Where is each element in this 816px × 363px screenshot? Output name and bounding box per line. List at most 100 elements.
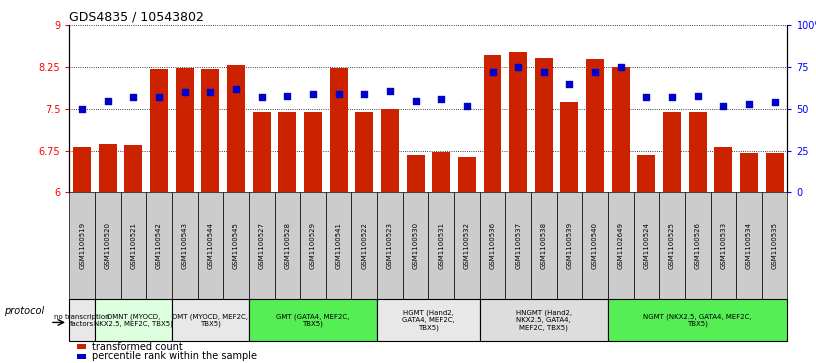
Text: GSM1100544: GSM1100544 [207, 223, 214, 269]
Bar [125, 145, 143, 192]
Bar [714, 147, 732, 192]
Text: DMT (MYOCD, MEF2C,
TBX5): DMT (MYOCD, MEF2C, TBX5) [172, 313, 248, 327]
Bar [172, 192, 197, 299]
Text: GSM1100541: GSM1100541 [335, 223, 342, 269]
Bar [278, 112, 296, 192]
Point [537, 69, 550, 75]
Text: NGMT (NKX2.5, GATA4, MEF2C,
TBX5): NGMT (NKX2.5, GATA4, MEF2C, TBX5) [643, 313, 752, 327]
Bar [224, 192, 249, 299]
Point [384, 87, 397, 93]
Text: GSM1100534: GSM1100534 [746, 223, 752, 269]
Bar [352, 192, 377, 299]
Bar [406, 155, 424, 192]
Text: GSM1100520: GSM1100520 [104, 223, 111, 269]
Bar [454, 192, 480, 299]
Bar [531, 192, 557, 299]
Text: GSM1100537: GSM1100537 [515, 223, 521, 269]
Point [153, 94, 166, 100]
Bar [608, 299, 787, 341]
Text: HGMT (Hand2,
GATA4, MEF2C,
TBX5): HGMT (Hand2, GATA4, MEF2C, TBX5) [402, 310, 455, 331]
Bar [762, 192, 787, 299]
Point [563, 81, 576, 87]
Text: GSM1100533: GSM1100533 [721, 223, 726, 269]
Bar [557, 192, 583, 299]
Bar [253, 112, 271, 192]
Text: GSM1100545: GSM1100545 [233, 223, 239, 269]
Bar [99, 144, 117, 192]
Bar [326, 192, 352, 299]
Bar [77, 354, 86, 359]
Bar [608, 192, 633, 299]
Point [76, 106, 89, 112]
Bar [765, 154, 783, 192]
Text: GSM1100527: GSM1100527 [259, 223, 264, 269]
Bar [77, 344, 86, 350]
Text: GSM1100525: GSM1100525 [669, 223, 675, 269]
Text: GSM1100540: GSM1100540 [592, 223, 598, 269]
Bar [480, 299, 608, 341]
Point [435, 96, 448, 102]
Point [743, 101, 756, 107]
Point [357, 91, 370, 97]
Bar [73, 147, 91, 192]
Text: GSM1100538: GSM1100538 [541, 223, 547, 269]
Text: GDS4835 / 10543802: GDS4835 / 10543802 [69, 11, 204, 24]
Text: GSM1100529: GSM1100529 [310, 223, 316, 269]
Bar [300, 192, 326, 299]
Text: GSM1100528: GSM1100528 [284, 223, 290, 269]
Text: GSM1100526: GSM1100526 [694, 223, 701, 269]
Text: GSM1100523: GSM1100523 [387, 223, 393, 269]
Text: DMNT (MYOCD,
NKX2.5, MEF2C, TBX5): DMNT (MYOCD, NKX2.5, MEF2C, TBX5) [94, 313, 173, 327]
Bar [509, 52, 527, 192]
Bar [95, 192, 121, 299]
Bar [740, 154, 758, 192]
Bar [458, 157, 476, 192]
Bar [197, 192, 224, 299]
Text: protocol: protocol [4, 306, 44, 316]
Point [178, 89, 191, 95]
Point [716, 103, 730, 109]
Point [768, 99, 781, 105]
Point [614, 64, 628, 70]
Bar [175, 68, 193, 192]
Text: GSM1100522: GSM1100522 [361, 223, 367, 269]
Text: GSM1100532: GSM1100532 [463, 223, 470, 269]
Bar [274, 192, 300, 299]
Bar [69, 299, 95, 341]
Bar [637, 155, 655, 192]
Bar [95, 299, 172, 341]
Bar [172, 299, 249, 341]
Point [512, 64, 525, 70]
Text: GMT (GATA4, MEF2C,
TBX5): GMT (GATA4, MEF2C, TBX5) [277, 313, 350, 327]
Point [127, 94, 140, 100]
Text: GSM1100535: GSM1100535 [772, 223, 778, 269]
Bar [377, 299, 480, 341]
Bar [561, 102, 579, 192]
Bar [432, 152, 450, 192]
Bar [227, 65, 245, 192]
Bar [534, 58, 552, 192]
Bar [612, 67, 630, 192]
Point [307, 91, 320, 97]
Bar [428, 192, 454, 299]
Bar [249, 192, 274, 299]
Bar [736, 192, 762, 299]
Text: GSM1100536: GSM1100536 [490, 223, 495, 269]
Point [691, 93, 704, 98]
Point [101, 98, 114, 103]
Bar [685, 192, 711, 299]
Bar [355, 112, 373, 192]
Point [332, 91, 345, 97]
Point [588, 69, 601, 75]
Text: no transcription
factors: no transcription factors [55, 314, 110, 327]
Bar [484, 55, 502, 192]
Text: GSM1100524: GSM1100524 [643, 223, 650, 269]
Bar [249, 299, 377, 341]
Bar [689, 112, 707, 192]
Point [409, 98, 422, 103]
Bar [586, 59, 604, 192]
Text: GSM1100521: GSM1100521 [131, 223, 136, 269]
Point [460, 103, 473, 109]
Point [229, 86, 242, 92]
Bar [377, 192, 403, 299]
